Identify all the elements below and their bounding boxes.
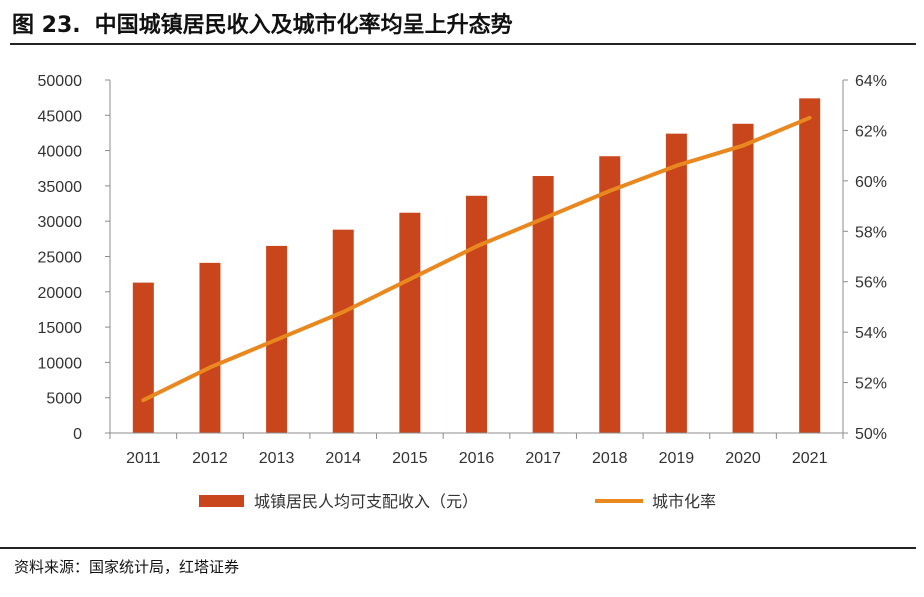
left-tick-label: 15000 [38, 320, 83, 337]
right-tick-label: 58% [855, 224, 887, 241]
right-tick-label: 62% [855, 123, 887, 140]
right-tick-label: 60% [855, 174, 887, 191]
right-tick-label: 50% [855, 426, 887, 443]
income-bar-2014 [332, 229, 354, 433]
x-tick-label: 2014 [325, 450, 361, 467]
header-rule [10, 43, 916, 45]
income-bar-2018 [599, 156, 621, 434]
left-tick-label: 30000 [38, 214, 83, 231]
x-tick-label: 2020 [725, 450, 761, 467]
income-bar-2015 [399, 212, 421, 433]
right-tick-label: 52% [855, 376, 887, 393]
income-bar-2011 [132, 282, 154, 433]
income-bar-2016 [466, 195, 487, 433]
left-tick-label: 45000 [38, 108, 83, 125]
x-tick-label: 2019 [659, 450, 695, 467]
income-bar-2020 [732, 123, 754, 433]
left-tick-label: 0 [73, 426, 82, 443]
x-tick-label: 2016 [459, 450, 495, 467]
x-tick-label: 2018 [592, 450, 628, 467]
legend-swatch-income [199, 495, 244, 507]
left-tick-label: 40000 [38, 144, 83, 161]
left-tick-label: 35000 [38, 179, 83, 196]
x-tick-label: 2012 [192, 450, 228, 467]
legend-label-income: 城镇居民人均可支配收入（元） [254, 492, 478, 511]
footer-rule [0, 547, 916, 549]
figure-header: 图 23. 中国城镇居民收入及城市化率均呈上升态势 [12, 6, 513, 40]
income-bar-2021 [799, 98, 821, 433]
urbanization-rate-line [141, 115, 812, 403]
right-tick-label: 64% [855, 73, 887, 90]
x-tick-label: 2011 [126, 450, 161, 467]
x-tick-label: 2021 [792, 450, 828, 467]
figure-label: 图 23. [12, 13, 81, 38]
left-tick-label: 20000 [38, 285, 83, 302]
income-bar-2012 [199, 262, 221, 433]
right-tick-label: 56% [855, 275, 887, 292]
x-tick-label: 2015 [392, 450, 428, 467]
income-bar-2017 [532, 176, 554, 434]
right-tick-label: 54% [855, 325, 887, 342]
left-tick-label: 50000 [38, 73, 83, 90]
x-tick-label: 2013 [259, 450, 295, 467]
x-tick-label: 2017 [525, 450, 561, 467]
left-tick-label: 25000 [38, 250, 83, 267]
combo-chart: 0 5000 10000 15000 20000 25000 30000 35000 40000… [38, 73, 888, 511]
income-bar-2019 [665, 133, 687, 433]
legend-label-urbanization: 城市化率 [652, 492, 716, 511]
left-tick-label: 5000 [46, 391, 82, 408]
figure-title: 中国城镇居民收入及城市化率均呈上升态势 [94, 13, 513, 38]
left-tick-label: 10000 [38, 355, 83, 372]
source-note: 资料来源：国家统计局，红塔证券 [14, 558, 240, 576]
